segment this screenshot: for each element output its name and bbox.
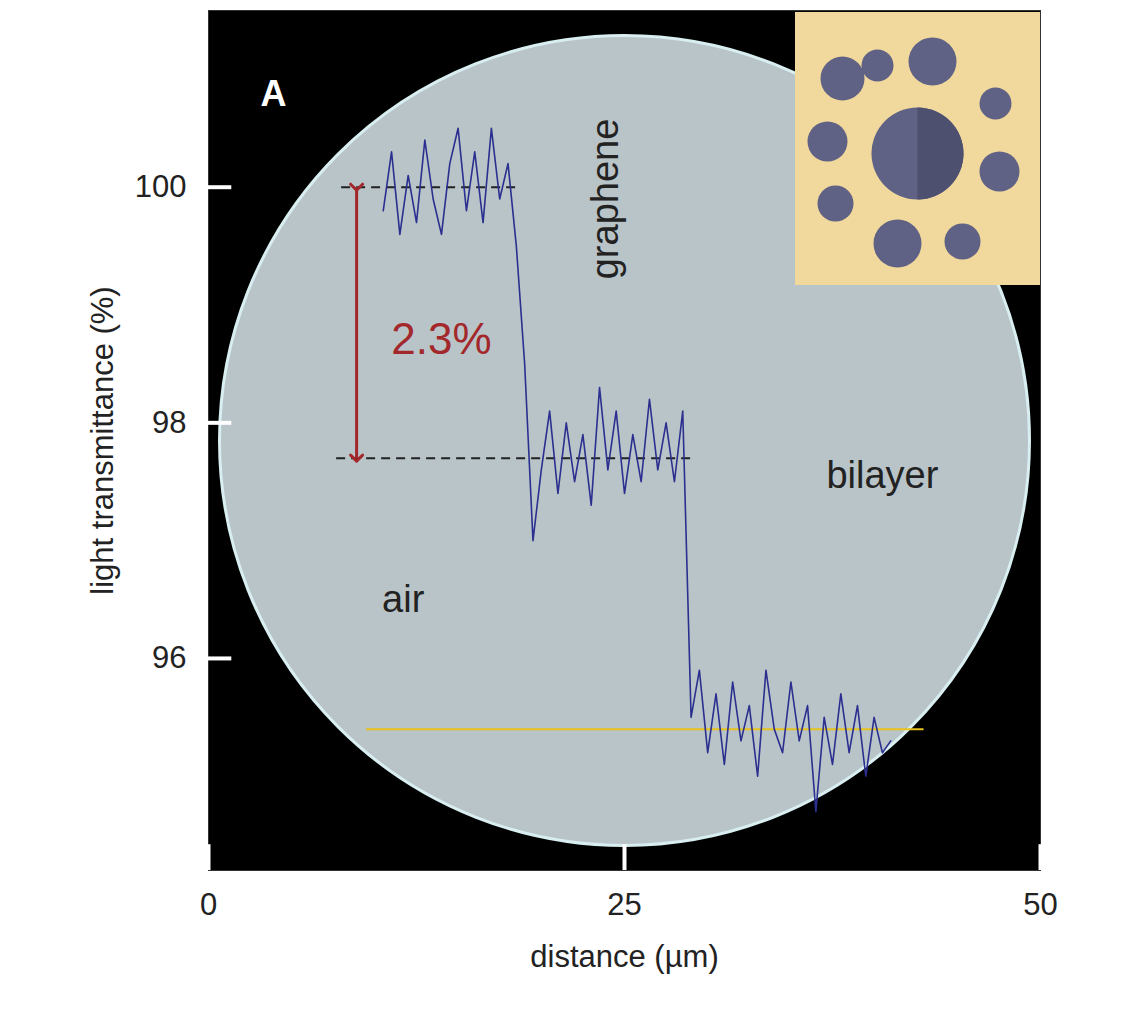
svg-text:50: 50 [1023,887,1057,922]
svg-text:2.3%: 2.3% [391,314,491,363]
svg-text:98: 98 [152,405,186,440]
svg-text:air: air [382,578,425,620]
svg-text:0: 0 [200,887,217,922]
svg-text:bilayer: bilayer [826,454,938,496]
svg-text:light transmittance (%): light transmittance (%) [85,286,120,594]
svg-text:graphene: graphene [584,119,626,280]
svg-text:25: 25 [607,887,641,922]
svg-text:distance (µm): distance (µm) [530,939,718,974]
svg-text:A: A [261,73,287,114]
svg-text:100: 100 [135,169,187,204]
svg-text:96: 96 [152,640,186,675]
